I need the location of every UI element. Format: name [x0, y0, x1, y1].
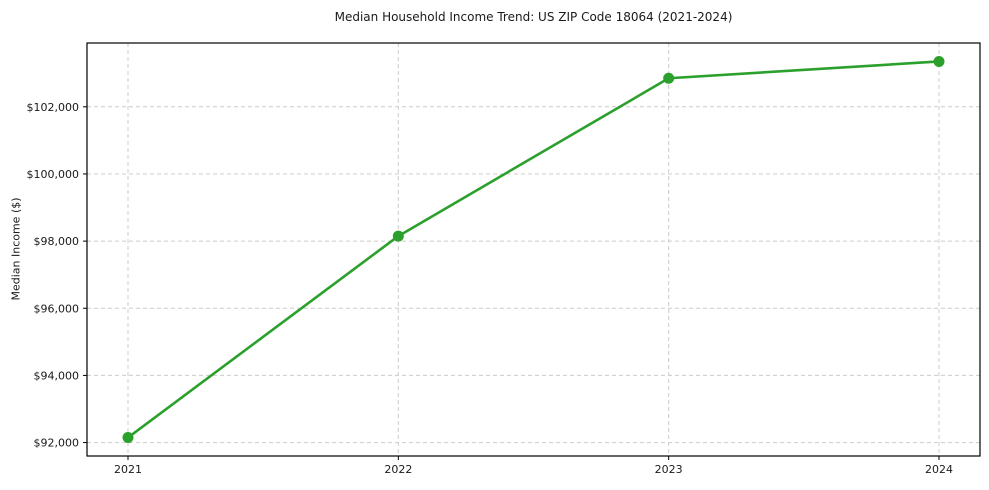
x-tick-label: 2022 [384, 463, 412, 476]
y-tick-label: $102,000 [27, 101, 80, 114]
x-tick-label: 2023 [655, 463, 683, 476]
data-point-2022 [392, 230, 404, 242]
data-point-2023 [663, 72, 675, 84]
x-tick-label: 2024 [925, 463, 953, 476]
y-tick-label: $98,000 [34, 235, 80, 248]
y-tick-label: $94,000 [34, 369, 80, 382]
trend-line [126, 60, 941, 439]
x-tick-label: 2021 [114, 463, 142, 476]
y-tick-label: $96,000 [34, 302, 80, 315]
chart-title: Median Household Income Trend: US ZIP Co… [334, 10, 733, 24]
y-tick-label: $92,000 [34, 437, 80, 450]
data-point-2024 [933, 55, 945, 67]
y-tick-label: $100,000 [27, 168, 80, 181]
data-point-2021 [122, 432, 134, 444]
plot-border [86, 42, 981, 457]
